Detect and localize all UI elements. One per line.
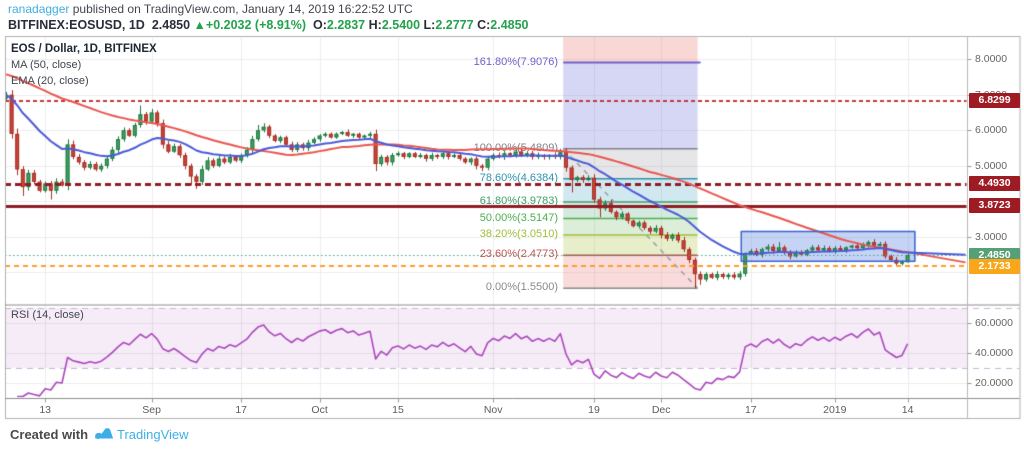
rsi-axis-label: 20.0000 [975,377,1013,389]
time-axis-label: 2019 [823,404,847,416]
time-axis-label: 15 [392,404,404,416]
price-badge: 2.1733 [969,258,1020,274]
time-axis-label: 17 [235,404,248,416]
rsi-legend[interactable]: RSI (14, close) [11,309,84,321]
author-link[interactable]: ranadagger [8,2,70,16]
legend-ema[interactable]: EMA (20, close) [11,75,89,87]
time-axis-label: Sep [142,404,161,416]
rsi-axis-label: 40.0000 [975,347,1013,359]
price-badge: 4.4930 [969,176,1020,192]
time-axis-label: 13 [39,404,52,416]
price-axis-label: 6.0000 [975,124,1008,137]
chart-legend: EOS / Dollar, 1D, BITFINEX MA (50, close… [11,41,157,89]
publish-line: ranadagger published on TradingView.com,… [8,2,529,17]
header: ranadagger published on TradingView.com,… [8,2,529,33]
symbol-text: BITFINEX:EOSUSD, 1D [8,18,145,32]
time-axis-label: 14 [901,404,914,416]
time-axis-label: 19 [588,404,600,416]
change-arrow-icon: ▲ [193,18,206,32]
price-badge: 3.8723 [969,198,1020,214]
low-label: L: [423,18,436,32]
price-axis-label: 5.0000 [975,159,1008,172]
high-label: H: [368,18,382,32]
close-value: 2.4850 [490,18,529,32]
price-badge: 6.8299 [969,93,1020,109]
footer: Created with TradingView [10,426,189,442]
time-axis-label: 17 [744,404,757,416]
time-axis-label: Dec [651,404,671,416]
price-axis-label: 3.0000 [975,230,1008,243]
open-value: 2.2837 [326,18,366,32]
time-axis-label: Oct [311,404,328,416]
legend-ma[interactable]: MA (50, close) [11,59,82,71]
low-value: 2.2777 [435,18,474,32]
price-axis-label: 8.0000 [975,53,1008,66]
open-label: O: [313,18,327,32]
published-text: published on TradingView.com, January 14… [69,2,413,16]
legend-symbol[interactable]: EOS / Dollar, 1D, BITFINEX [11,43,157,55]
tradingview-link[interactable]: TradingView [117,427,189,442]
rsi-axis-label: 60.0000 [975,317,1013,329]
change-value: +0.2032 (+8.91%) [205,18,306,32]
last-price: 2.4850 [151,18,191,32]
tradingview-logo-icon [95,428,114,439]
created-with-text: Created with [10,427,89,442]
symbol-line: BITFINEX:EOSUSD, 1D 2.4850 ▲+0.2032 (+8.9… [8,18,529,33]
high-value: 2.5400 [381,18,421,32]
close-label: C: [477,18,491,32]
time-axis-label: Nov [483,404,503,416]
